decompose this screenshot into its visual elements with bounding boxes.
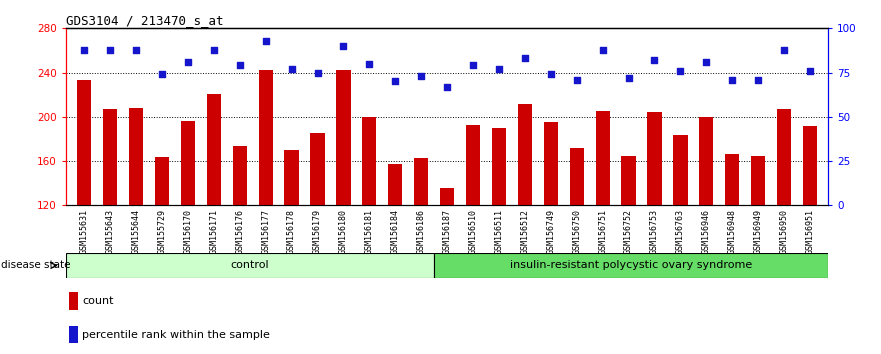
Bar <box>440 188 455 205</box>
Bar <box>466 125 480 205</box>
Bar <box>181 121 195 205</box>
Text: GSM156946: GSM156946 <box>702 209 711 254</box>
Point <box>233 63 247 68</box>
Point <box>492 66 506 72</box>
Bar <box>492 128 506 205</box>
Text: GSM156180: GSM156180 <box>339 209 348 254</box>
Text: GSM156171: GSM156171 <box>210 209 218 254</box>
Text: GSM156950: GSM156950 <box>780 209 788 254</box>
Text: GSM156763: GSM156763 <box>676 209 685 254</box>
Bar <box>78 80 92 205</box>
Bar <box>207 93 221 205</box>
Point <box>285 66 299 72</box>
Bar <box>155 156 169 205</box>
Text: control: control <box>231 261 270 270</box>
Point <box>725 77 739 82</box>
Bar <box>751 155 766 205</box>
Bar <box>803 126 817 205</box>
Point <box>518 56 532 61</box>
Bar <box>69 292 78 310</box>
Text: percentile rank within the sample: percentile rank within the sample <box>82 330 270 339</box>
Bar <box>103 109 117 205</box>
Text: GSM156951: GSM156951 <box>805 209 815 254</box>
Bar <box>725 154 739 205</box>
Point <box>103 47 117 52</box>
Text: GSM156187: GSM156187 <box>442 209 452 254</box>
Bar <box>621 155 636 205</box>
Point <box>466 63 480 68</box>
Point <box>259 38 273 44</box>
Text: GSM156512: GSM156512 <box>521 209 529 254</box>
Text: GSM156948: GSM156948 <box>728 209 737 254</box>
Bar <box>434 253 828 278</box>
Point <box>78 47 92 52</box>
Point <box>544 72 558 77</box>
Bar <box>337 70 351 205</box>
Bar <box>700 117 714 205</box>
Bar <box>389 164 403 205</box>
Bar <box>310 133 324 205</box>
Bar <box>66 253 434 278</box>
Point <box>596 47 610 52</box>
Text: GSM156176: GSM156176 <box>235 209 244 254</box>
Point <box>648 57 662 63</box>
Text: GSM156752: GSM156752 <box>624 209 633 254</box>
Bar <box>596 111 610 205</box>
Point <box>570 77 584 82</box>
Point <box>751 77 766 82</box>
Point <box>129 47 143 52</box>
Point <box>414 73 428 79</box>
Text: GSM156177: GSM156177 <box>261 209 270 254</box>
Bar <box>285 150 299 205</box>
Text: GSM155644: GSM155644 <box>131 209 141 254</box>
Bar <box>570 148 584 205</box>
Point <box>621 75 635 81</box>
Text: GSM156751: GSM156751 <box>598 209 607 254</box>
Bar <box>233 145 247 205</box>
Text: GSM155643: GSM155643 <box>106 209 115 254</box>
Text: GSM155631: GSM155631 <box>79 209 89 254</box>
Point <box>440 84 454 90</box>
Point <box>155 72 169 77</box>
Text: GSM156749: GSM156749 <box>546 209 555 254</box>
Text: GDS3104 / 213470_s_at: GDS3104 / 213470_s_at <box>66 14 224 27</box>
Text: GSM156178: GSM156178 <box>287 209 296 254</box>
Point <box>362 61 376 67</box>
Text: GSM156753: GSM156753 <box>650 209 659 254</box>
Bar <box>673 135 687 205</box>
Bar <box>544 122 558 205</box>
Point <box>310 70 324 75</box>
Bar <box>518 103 532 205</box>
Point <box>673 68 687 74</box>
Text: GSM156184: GSM156184 <box>391 209 400 254</box>
Text: GSM156511: GSM156511 <box>494 209 503 254</box>
Text: GSM156510: GSM156510 <box>469 209 478 254</box>
Text: count: count <box>82 296 114 306</box>
Bar <box>258 70 273 205</box>
Point <box>181 59 195 65</box>
Text: GSM156949: GSM156949 <box>753 209 763 254</box>
Point <box>207 47 221 52</box>
Text: GSM155729: GSM155729 <box>158 209 167 254</box>
Bar <box>129 108 144 205</box>
Bar <box>362 117 376 205</box>
Point <box>803 68 817 74</box>
Text: GSM156179: GSM156179 <box>313 209 322 254</box>
Text: GSM156170: GSM156170 <box>183 209 192 254</box>
Text: GSM156181: GSM156181 <box>365 209 374 254</box>
Point <box>389 79 403 84</box>
Bar <box>648 113 662 205</box>
Point <box>337 43 351 49</box>
Bar <box>69 326 78 343</box>
Bar <box>414 158 428 205</box>
Text: GSM156186: GSM156186 <box>417 209 426 254</box>
Point <box>700 59 714 65</box>
Bar <box>777 109 791 205</box>
Text: GSM156750: GSM156750 <box>573 209 581 254</box>
Text: insulin-resistant polycystic ovary syndrome: insulin-resistant polycystic ovary syndr… <box>510 261 752 270</box>
Point <box>777 47 791 52</box>
Text: disease state: disease state <box>2 261 70 270</box>
